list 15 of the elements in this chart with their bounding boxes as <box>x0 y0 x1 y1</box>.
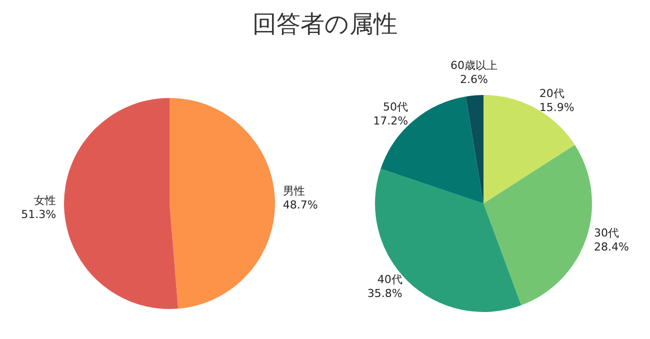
data-label: 48.7% <box>282 198 318 212</box>
slice-label: 20代 <box>539 87 564 100</box>
slice-label: 男性 <box>282 184 305 198</box>
slice-label: 50代 <box>383 100 408 114</box>
chart-title: 回答者の属性 <box>252 9 398 40</box>
slice-label: 女性 <box>34 194 56 207</box>
slice-label: 30代 <box>594 226 619 240</box>
data-label: 2.6% <box>460 73 488 86</box>
data-label: 28.4% <box>594 240 629 254</box>
slice-label: 40代 <box>377 272 402 286</box>
data-label: 35.8% <box>367 286 402 300</box>
data-label: 15.9% <box>539 101 574 114</box>
data-label: 17.2% <box>373 114 408 128</box>
data-label: 51.3% <box>21 208 56 221</box>
slice-label: 60歳以上 <box>450 59 498 72</box>
